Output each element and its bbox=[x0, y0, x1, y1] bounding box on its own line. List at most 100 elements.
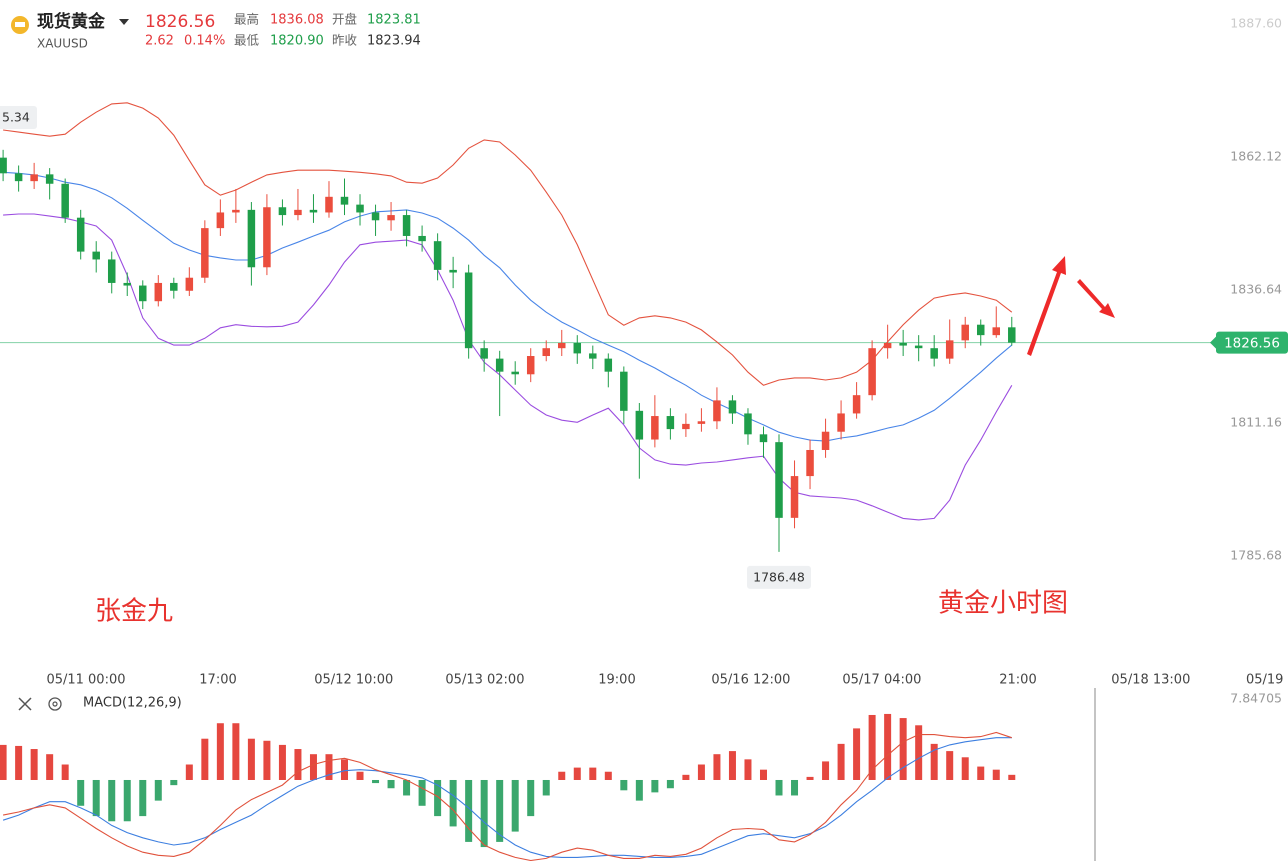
arrows bbox=[1027, 256, 1115, 356]
candle-body bbox=[852, 395, 861, 414]
macd-bar bbox=[961, 757, 969, 780]
macd-bar bbox=[697, 764, 705, 780]
macd-bar bbox=[1008, 774, 1016, 780]
candle-body bbox=[573, 342, 582, 354]
macd-bar bbox=[77, 779, 85, 806]
candle-body bbox=[635, 410, 644, 440]
candle-body bbox=[371, 212, 380, 221]
y-tick-label: 1811.16 bbox=[1230, 415, 1282, 430]
clipped-label-box bbox=[0, 106, 37, 129]
macd-bar bbox=[61, 764, 69, 780]
candle-body bbox=[604, 358, 613, 372]
candle-body bbox=[402, 215, 411, 236]
macd-bar bbox=[620, 779, 628, 791]
candle-body bbox=[294, 209, 302, 216]
macd-bar bbox=[713, 754, 721, 780]
band-line bbox=[3, 171, 1013, 442]
macd-bar bbox=[232, 723, 240, 780]
candle-body bbox=[123, 282, 131, 286]
y-tick-label: 7.84705 bbox=[1230, 691, 1282, 706]
candle-body bbox=[201, 228, 209, 278]
macd-bar bbox=[387, 779, 395, 789]
candle-body bbox=[992, 327, 1001, 336]
macd-bar bbox=[449, 779, 457, 827]
macd-bar bbox=[946, 751, 954, 780]
candle-body bbox=[247, 209, 256, 268]
macd-bar bbox=[635, 779, 643, 801]
candle-body bbox=[309, 209, 318, 213]
clipped-label: 5.34 bbox=[2, 110, 30, 125]
candle-body bbox=[682, 423, 690, 430]
macd-bar bbox=[46, 754, 54, 780]
macd-bar bbox=[341, 759, 349, 780]
x-tick-label: 05/13 02:00 bbox=[445, 673, 524, 688]
macd-bar bbox=[977, 766, 985, 780]
candle-body bbox=[526, 356, 535, 375]
candle-body bbox=[449, 269, 457, 273]
macd-line bbox=[2, 731, 1012, 861]
macd-bar bbox=[806, 776, 814, 780]
macd-bar bbox=[682, 774, 690, 780]
price: 1826.56 bbox=[145, 12, 215, 32]
candle-body bbox=[61, 183, 69, 218]
macd-bar bbox=[868, 714, 876, 780]
x-tick-label: 05/19 bbox=[1246, 673, 1283, 688]
macd-bar bbox=[589, 767, 597, 780]
candle-body bbox=[1008, 327, 1016, 343]
open-value: 1823.81 bbox=[367, 13, 421, 28]
macd-bar bbox=[573, 767, 581, 780]
candle-body bbox=[232, 209, 240, 213]
macd-bar bbox=[480, 779, 488, 848]
candle-body bbox=[263, 207, 271, 268]
candle-body bbox=[139, 285, 147, 302]
macd-bar bbox=[434, 779, 442, 817]
up-arrow bbox=[1027, 256, 1066, 356]
macd-bar bbox=[992, 769, 1000, 780]
low-label: 最低 bbox=[234, 33, 260, 48]
dropdown-icon[interactable] bbox=[119, 19, 129, 25]
macd-bar bbox=[791, 779, 799, 796]
macd-bar bbox=[216, 723, 224, 780]
macd-bar bbox=[930, 743, 938, 780]
macd-bar bbox=[139, 779, 147, 817]
candle-body bbox=[651, 416, 659, 440]
candle-body bbox=[868, 348, 876, 396]
macd-bar bbox=[170, 779, 178, 786]
candle-body bbox=[542, 348, 550, 357]
high-label: 最高 bbox=[234, 12, 259, 27]
candle-body bbox=[666, 416, 675, 430]
change-pct: 0.14% bbox=[184, 34, 225, 49]
candle-body bbox=[713, 400, 721, 422]
candle-body bbox=[511, 371, 519, 375]
candle-body bbox=[883, 342, 892, 349]
candle-body bbox=[744, 413, 752, 435]
macd-bar bbox=[915, 725, 923, 780]
candle-body bbox=[185, 277, 194, 291]
low-marker-label: 1786.48 bbox=[753, 569, 805, 584]
candle-body bbox=[620, 371, 628, 411]
candle-body bbox=[899, 342, 907, 346]
macd-bar bbox=[294, 749, 302, 780]
candle-body bbox=[76, 217, 85, 252]
macd-bar bbox=[92, 779, 100, 817]
macd-panel: 7.84705 bbox=[0, 691, 1282, 861]
symbol-name: 现货黄金 bbox=[37, 11, 106, 32]
candle-body bbox=[30, 174, 38, 182]
close-indicator[interactable] bbox=[18, 697, 32, 711]
macd-bar bbox=[403, 779, 411, 796]
macd-bar bbox=[418, 779, 426, 806]
macd-bar bbox=[884, 713, 892, 780]
x-tick-label: 17:00 bbox=[199, 673, 236, 688]
x-tick-label: 05/16 12:00 bbox=[711, 673, 790, 688]
macd-bar bbox=[465, 779, 473, 842]
candle-body bbox=[14, 173, 23, 182]
macd-bar bbox=[0, 744, 7, 780]
settings-icon[interactable] bbox=[48, 697, 62, 711]
open-label: 开盘 bbox=[332, 12, 357, 27]
last-price-tag bbox=[1216, 331, 1288, 354]
candle-body bbox=[433, 241, 442, 270]
header: 现货黄金 XAUUSD 1826.56 2.62 0.14% 最高 1836.0… bbox=[11, 11, 421, 51]
annotation: 张金九 bbox=[95, 597, 173, 627]
candle-body bbox=[154, 282, 163, 302]
candle-body bbox=[976, 324, 985, 336]
